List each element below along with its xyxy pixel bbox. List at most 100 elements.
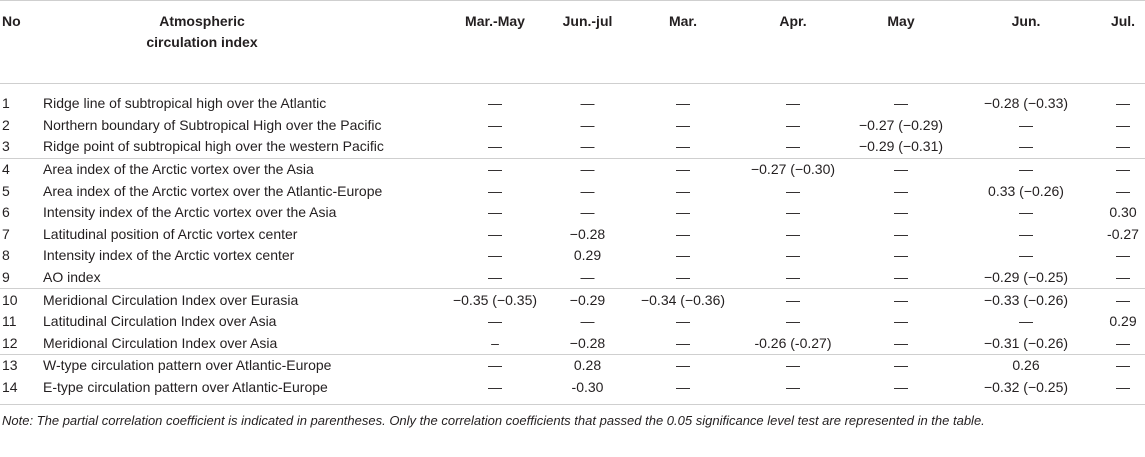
- cell-jul: —: [1116, 116, 1130, 133]
- cell-index-name: W-type circulation pattern over Atlantic…: [41, 354, 446, 377]
- cell-jun-jul: −0.28: [569, 334, 606, 351]
- cell-apr: -0.26 (-0.27): [754, 334, 832, 351]
- cell-index-name: Intensity index of the Arctic vortex ove…: [43, 204, 337, 221]
- cell-no: 12: [2, 334, 18, 351]
- cell-jun: −0.33 (−0.26): [951, 288, 1101, 311]
- cell-jun: —: [1019, 313, 1033, 330]
- cell-jul: —: [1101, 288, 1145, 311]
- cell-jun: —: [1019, 225, 1033, 242]
- header-row: No Atmospheric circulation index Mar.-Ma…: [0, 0, 1145, 84]
- cell-no: 9: [2, 269, 10, 286]
- cell-may: —: [894, 334, 908, 351]
- cell-apr: —: [786, 138, 800, 155]
- cell-mar: —: [676, 116, 690, 133]
- cell-no: 13: [0, 354, 41, 377]
- correlation-table: No Atmospheric circulation index Mar.-Ma…: [0, 0, 1145, 406]
- cell-jun-jul: —: [580, 138, 595, 155]
- cell-may: —: [894, 313, 908, 330]
- cell-no: 4: [0, 157, 41, 181]
- cell-index-name: Ridge point of subtropical high over the…: [43, 138, 384, 155]
- cell-no: 8: [2, 247, 10, 264]
- table-row: 14 E-type circulation pattern over Atlant…: [0, 376, 1145, 406]
- cell-apr: —: [786, 269, 800, 286]
- cell-mar-may: —: [446, 157, 544, 181]
- cell-index-name: Ridge line of subtropical high over the …: [43, 95, 327, 112]
- cell-index-name: Meridional Circulation Index over Eurasi…: [41, 288, 446, 311]
- table-row: 7 Latitudinal position of Arctic vortex c…: [0, 224, 1145, 246]
- cell-apr: —: [786, 116, 800, 133]
- cell-jun-jul: —: [580, 313, 595, 330]
- cell-jul: 0.29: [1109, 313, 1137, 330]
- header-index: Atmospheric circulation index: [41, 0, 446, 84]
- cell-may: —: [894, 182, 908, 199]
- table-row: 12 Meridional Circulation Index over Asia…: [0, 333, 1145, 355]
- table-row: 9 AO index — — — — — −0.29 (−0.25) —: [0, 267, 1145, 289]
- header-jun: Jun.: [951, 0, 1101, 84]
- cell-mar-may: —: [488, 95, 502, 112]
- cell-mar-may: —: [488, 269, 502, 286]
- cell-may: —: [894, 247, 908, 264]
- cell-jul: —: [1116, 182, 1130, 199]
- cell-mar: —: [676, 269, 690, 286]
- cell-apr: —: [786, 225, 800, 242]
- cell-jun: —: [1019, 247, 1033, 264]
- cell-index-name: Latitudinal Circulation Index over Asia: [43, 313, 277, 330]
- cell-mar-may: —: [488, 204, 502, 221]
- cell-jun-jul: —: [580, 204, 595, 221]
- cell-apr: —: [786, 182, 800, 199]
- cell-jul: —: [1101, 354, 1145, 377]
- cell-mar-may: —: [446, 354, 544, 377]
- cell-jul: —: [1101, 157, 1145, 181]
- cell-no: 1: [2, 95, 10, 112]
- cell-apr: —: [786, 247, 800, 264]
- cell-jun: —: [1019, 138, 1033, 155]
- cell-may: −0.27 (−0.29): [858, 116, 944, 133]
- cell-index-name: Area index of the Arctic vortex over the…: [41, 157, 446, 181]
- cell-index-name: AO index: [43, 269, 101, 286]
- cell-mar-may: −0.35 (−0.35): [446, 288, 544, 311]
- cell-no: 2: [2, 116, 10, 133]
- cell-may: —: [851, 376, 951, 406]
- cell-mar-may: —: [446, 376, 544, 406]
- cell-apr: —: [735, 288, 851, 311]
- cell-mar: —: [676, 313, 690, 330]
- cell-jul: —: [1101, 376, 1145, 406]
- cell-index-name: Latitudinal position of Arctic vortex ce…: [43, 225, 298, 242]
- cell-apr: —: [786, 313, 800, 330]
- cell-jul: —: [1116, 95, 1130, 112]
- cell-mar: —: [676, 247, 690, 264]
- table-row: 10 Meridional Circulation Index over Eura…: [0, 288, 1145, 311]
- cell-no: 14: [0, 376, 41, 406]
- cell-may: −0.29 (−0.31): [858, 138, 944, 155]
- cell-mar: —: [676, 204, 690, 221]
- cell-may: —: [894, 225, 908, 242]
- header-no: No: [0, 0, 41, 84]
- header-apr: Apr.: [735, 0, 851, 84]
- cell-mar: —: [676, 334, 690, 351]
- cell-index-name: E-type circulation pattern over Atlantic…: [41, 376, 446, 406]
- cell-mar-may: —: [488, 225, 502, 242]
- cell-jun-jul: —: [580, 269, 595, 286]
- cell-no: 5: [2, 182, 10, 199]
- cell-no: 3: [2, 138, 10, 155]
- cell-mar-may: —: [488, 182, 502, 199]
- cell-may: —: [894, 95, 908, 112]
- cell-no: 10: [0, 288, 41, 311]
- cell-mar-may: —: [488, 116, 502, 133]
- cell-jun-jul: 0.29: [573, 247, 602, 264]
- cell-apr: —: [786, 204, 800, 221]
- table-row: 4 Area index of the Arctic vortex over th…: [0, 157, 1145, 181]
- cell-jun-jul: −0.28: [569, 225, 606, 242]
- header-may: May: [851, 0, 951, 84]
- table-row: 13 W-type circulation pattern over Atlant…: [0, 354, 1145, 377]
- cell-jul: 0.30: [1109, 204, 1137, 221]
- table-row: 11 Latitudinal Circulation Index over Asi…: [0, 311, 1145, 333]
- cell-no: 6: [2, 204, 10, 221]
- cell-mar-may: —: [488, 138, 502, 155]
- cell-apr: —: [735, 376, 851, 406]
- cell-mar: —: [631, 354, 735, 377]
- table-row: 5 Area index of the Arctic vortex over th…: [0, 180, 1145, 202]
- cell-jun: 0.33 (−0.26): [988, 182, 1064, 199]
- header-jun-jul: Jun.-jul: [544, 0, 631, 84]
